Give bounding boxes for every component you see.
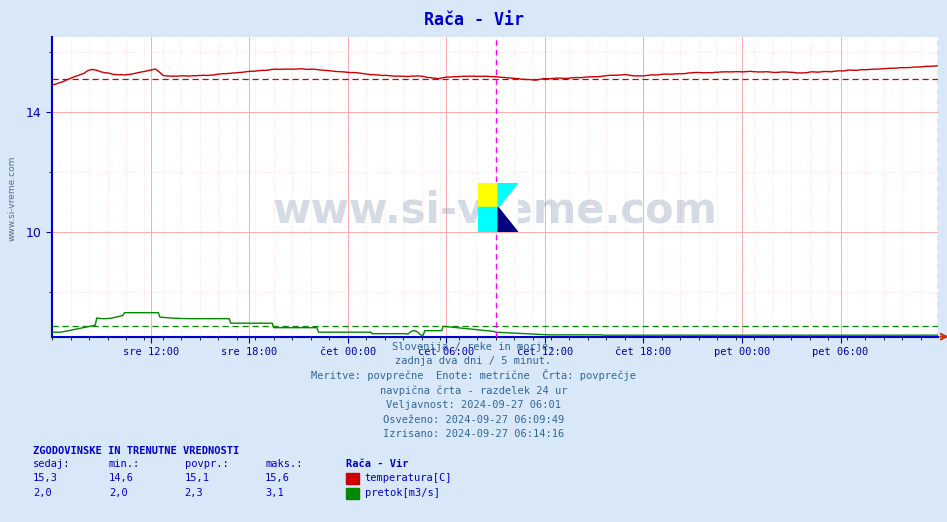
Bar — [498, 183, 518, 232]
Text: 2,3: 2,3 — [185, 488, 204, 498]
Text: 15,1: 15,1 — [185, 473, 209, 483]
Text: 3,1: 3,1 — [265, 488, 284, 498]
Text: pretok[m3/s]: pretok[m3/s] — [365, 488, 439, 498]
Text: povpr.:: povpr.: — [185, 459, 228, 469]
Text: maks.:: maks.: — [265, 459, 303, 469]
Text: ZGODOVINSKE IN TRENUTNE VREDNOSTI: ZGODOVINSKE IN TRENUTNE VREDNOSTI — [33, 446, 240, 456]
Text: www.si-vreme.com: www.si-vreme.com — [8, 156, 17, 241]
Text: Meritve: povprečne  Enote: metrične  Črta: povprečje: Meritve: povprečne Enote: metrične Črta:… — [311, 369, 636, 381]
Text: Veljavnost: 2024-09-27 06:01: Veljavnost: 2024-09-27 06:01 — [386, 400, 561, 410]
Text: Rača - Vir: Rača - Vir — [423, 11, 524, 29]
Polygon shape — [498, 208, 518, 232]
Bar — [478, 208, 498, 232]
Text: Rača - Vir: Rača - Vir — [346, 459, 408, 469]
Text: 2,0: 2,0 — [109, 488, 128, 498]
Text: Osveženo: 2024-09-27 06:09:49: Osveženo: 2024-09-27 06:09:49 — [383, 415, 564, 425]
Text: 15,3: 15,3 — [33, 473, 58, 483]
Text: 14,6: 14,6 — [109, 473, 134, 483]
Text: min.:: min.: — [109, 459, 140, 469]
Text: www.si-vreme.com: www.si-vreme.com — [273, 189, 717, 232]
Text: 15,6: 15,6 — [265, 473, 290, 483]
Text: Izrisano: 2024-09-27 06:14:16: Izrisano: 2024-09-27 06:14:16 — [383, 430, 564, 440]
Text: Slovenija / reke in morje.: Slovenija / reke in morje. — [392, 342, 555, 352]
Text: temperatura[C]: temperatura[C] — [365, 473, 452, 483]
Text: sedaj:: sedaj: — [33, 459, 71, 469]
Text: zadnja dva dni / 5 minut.: zadnja dva dni / 5 minut. — [396, 357, 551, 366]
Text: navpična črta - razdelek 24 ur: navpična črta - razdelek 24 ur — [380, 385, 567, 396]
Bar — [478, 183, 498, 208]
Text: 2,0: 2,0 — [33, 488, 52, 498]
Polygon shape — [498, 183, 518, 208]
